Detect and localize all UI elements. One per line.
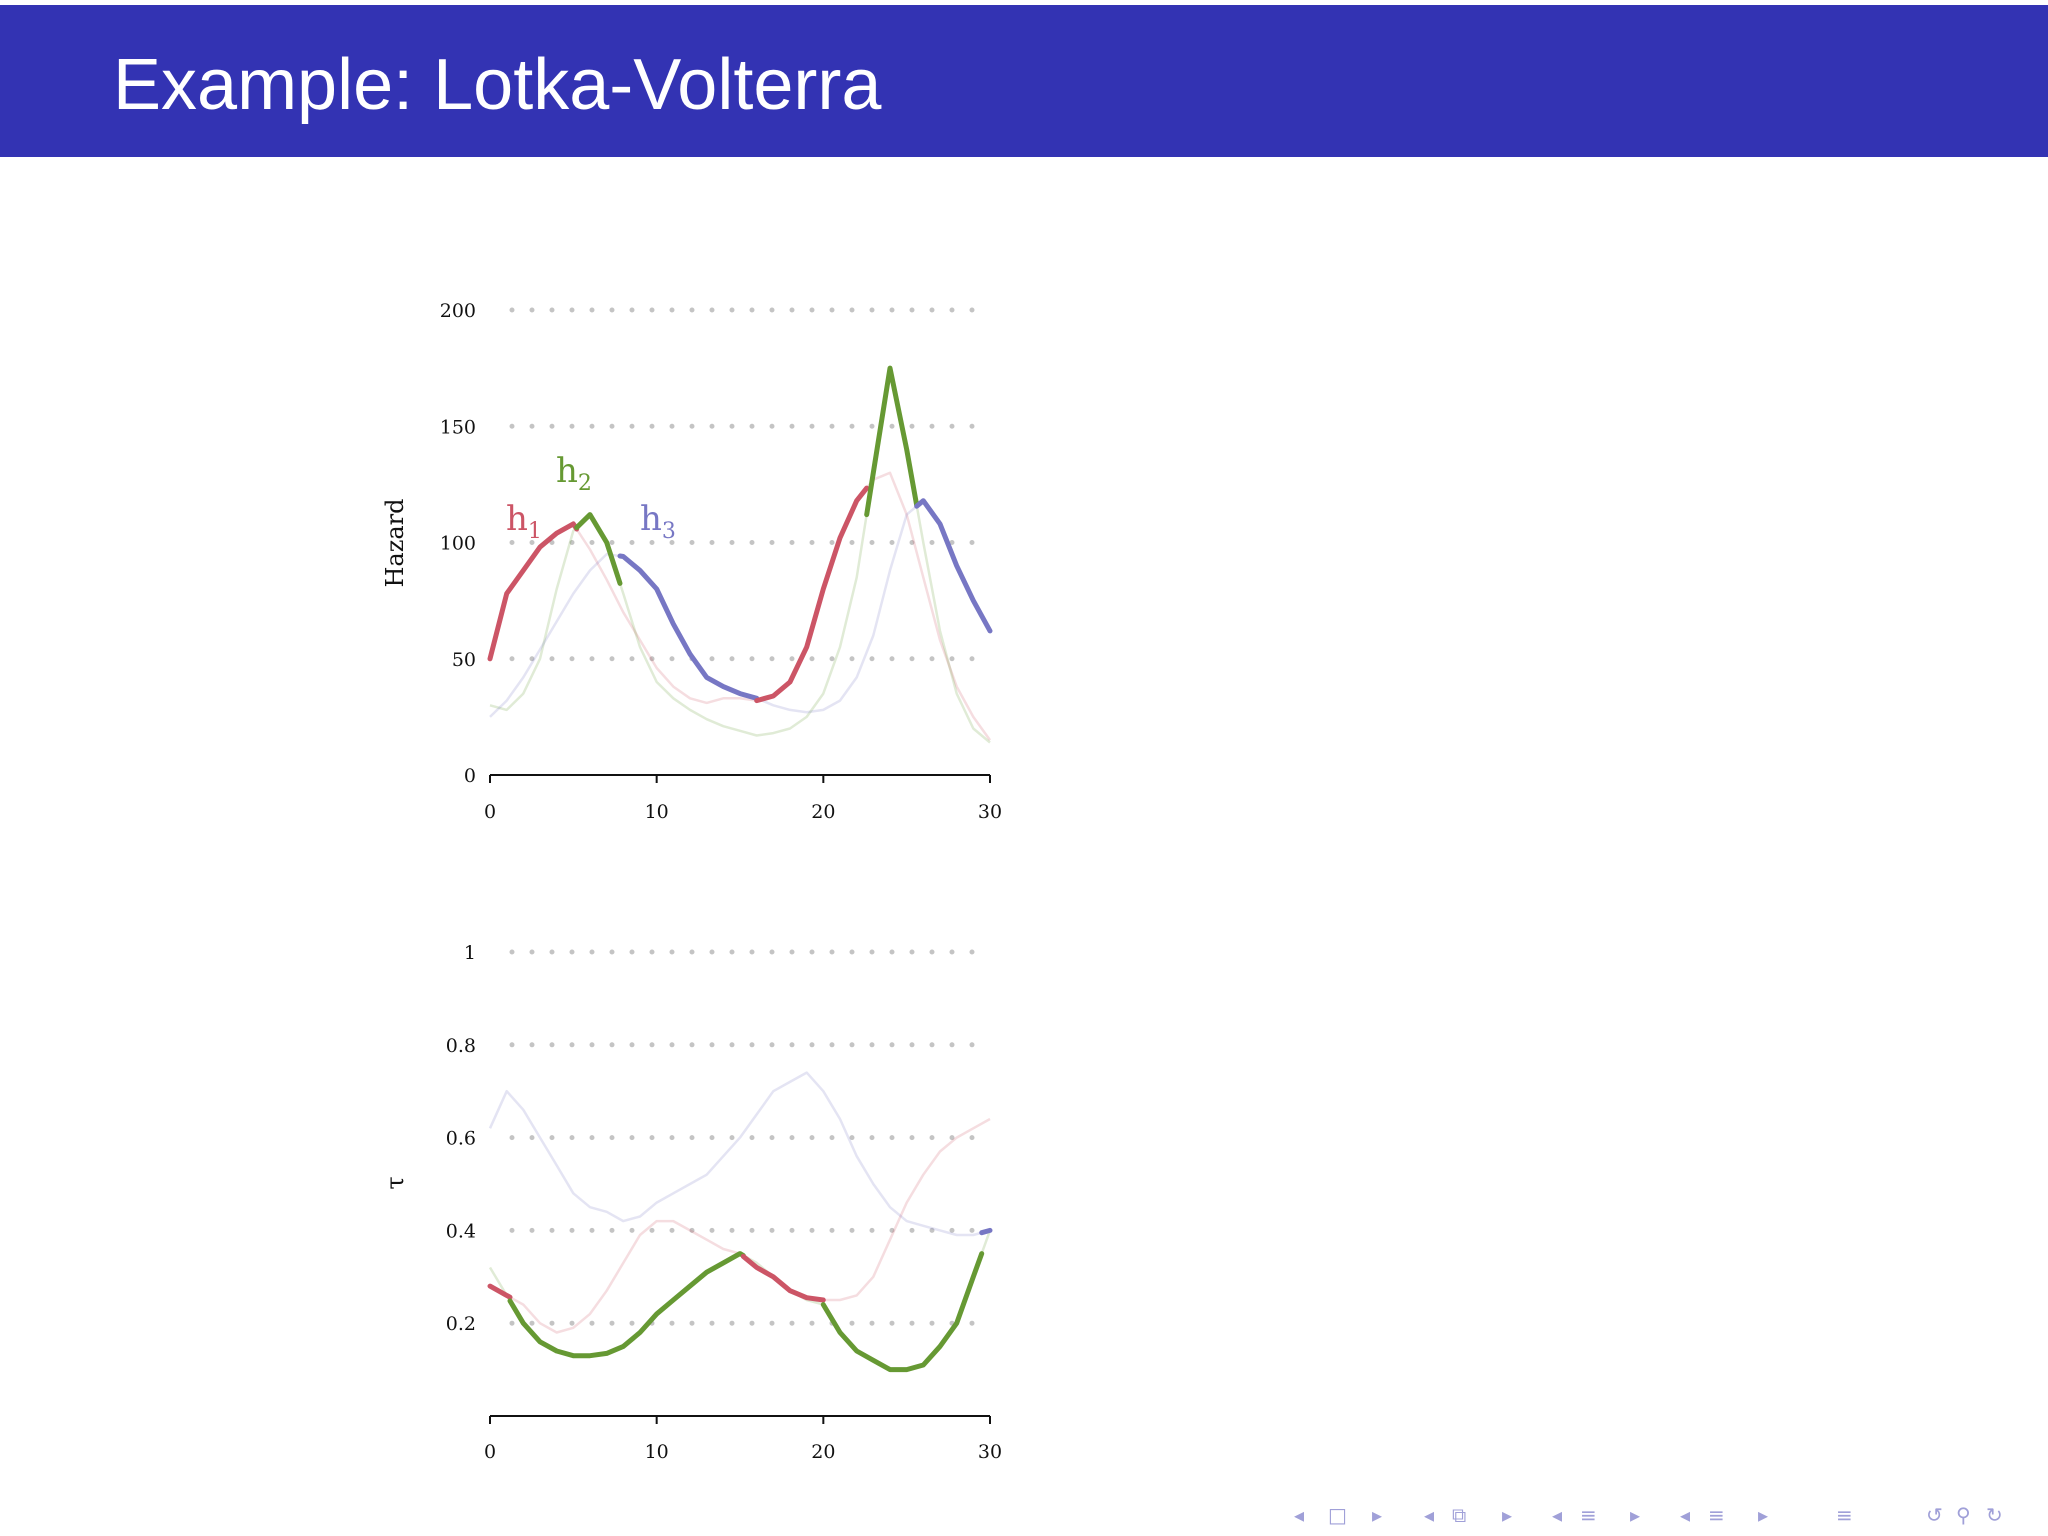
series-label: h3	[640, 499, 676, 544]
y-tick-label: 200	[440, 300, 476, 322]
series-label: h1	[506, 499, 542, 544]
nav-toc-icon[interactable]: ≡	[1836, 1503, 1853, 1527]
series-line-active	[820, 1251, 985, 1373]
y-axis-label: τ	[381, 1176, 409, 1189]
y-tick-label: 0.4	[446, 1220, 476, 1242]
slide-header: Example: Lotka-Volterra	[0, 5, 2048, 157]
x-tick-label: 0	[484, 801, 496, 823]
nav-frame-icon[interactable]: ⧉	[1452, 1503, 1467, 1527]
series-line-active	[864, 365, 920, 518]
series-line-active	[574, 512, 623, 586]
nav-search-icon[interactable]: ⚲	[1956, 1503, 1971, 1527]
nav-prev-slide-icon[interactable]: ◂	[1294, 1503, 1305, 1527]
series-line-faint	[488, 1071, 991, 1237]
nav-prev-frame-icon[interactable]: ◂	[1424, 1503, 1435, 1527]
series-line-faint	[489, 499, 992, 718]
nav-next-slide-icon[interactable]: ▸	[1372, 1503, 1383, 1527]
beamer-navigation-bar: ◂ □ ▸ ◂ ⧉ ▸ ◂ ≡ ▸ ◂ ≡ ▸ ≡ ↺ ⚲ ↻	[1290, 1500, 2040, 1530]
y-tick-label: 0.8	[446, 1035, 476, 1057]
hazard-chart: 0 50 100 150 200 0 10 20 30 Hazard h1 h2 h3	[381, 300, 1002, 823]
series-line-active	[914, 498, 993, 634]
series-line-active	[979, 1227, 993, 1236]
series-line-active	[617, 553, 760, 701]
series-line-faint	[489, 366, 991, 744]
y-tick-label: 150	[440, 416, 476, 438]
x-tick-label: 10	[645, 801, 669, 823]
nav-forward-icon[interactable]: ↻	[1986, 1503, 2003, 1527]
series-line-active	[754, 485, 870, 704]
nav-slide-icon[interactable]: □	[1328, 1503, 1347, 1527]
nav-next-section-icon[interactable]: ▸	[1758, 1503, 1769, 1527]
y-tick-label: 100	[440, 533, 476, 555]
nav-prev-section-icon[interactable]: ◂	[1680, 1503, 1691, 1527]
y-tick-label: 0.2	[446, 1313, 476, 1335]
y-tick-label: 1	[464, 942, 476, 964]
y-tick-label: 0.6	[446, 1128, 476, 1150]
series-line-active	[487, 521, 580, 662]
series-line-active	[487, 1283, 513, 1300]
nav-section-icon[interactable]: ≡	[1708, 1503, 1725, 1527]
nav-back-icon[interactable]: ↺	[1926, 1503, 1943, 1527]
x-tick-label: 30	[978, 1441, 1002, 1463]
slide-title: Example: Lotka-Volterra	[113, 45, 882, 125]
x-tick-label: 10	[645, 1441, 669, 1463]
nav-subsection-icon[interactable]: ≡	[1580, 1503, 1597, 1527]
series-line-active	[507, 1251, 746, 1359]
series-line-faint	[489, 1117, 991, 1334]
y-tick-label: 0	[464, 765, 476, 787]
y-axis-label: Hazard	[381, 498, 409, 587]
x-tick-label: 30	[978, 801, 1002, 823]
nav-prev-subsection-icon[interactable]: ◂	[1552, 1503, 1563, 1527]
x-tick-label: 0	[484, 1441, 496, 1463]
nav-next-frame-icon[interactable]: ▸	[1502, 1503, 1513, 1527]
x-tick-label: 20	[811, 801, 835, 823]
nav-next-subsection-icon[interactable]: ▸	[1630, 1503, 1641, 1527]
series-label: h2	[556, 451, 592, 496]
y-tick-label: 50	[452, 649, 476, 671]
tau-chart: 0.20.40.60.810 10 20 30τ	[381, 942, 1002, 1463]
x-tick-label: 20	[811, 1441, 835, 1463]
series-line-active	[740, 1253, 826, 1303]
